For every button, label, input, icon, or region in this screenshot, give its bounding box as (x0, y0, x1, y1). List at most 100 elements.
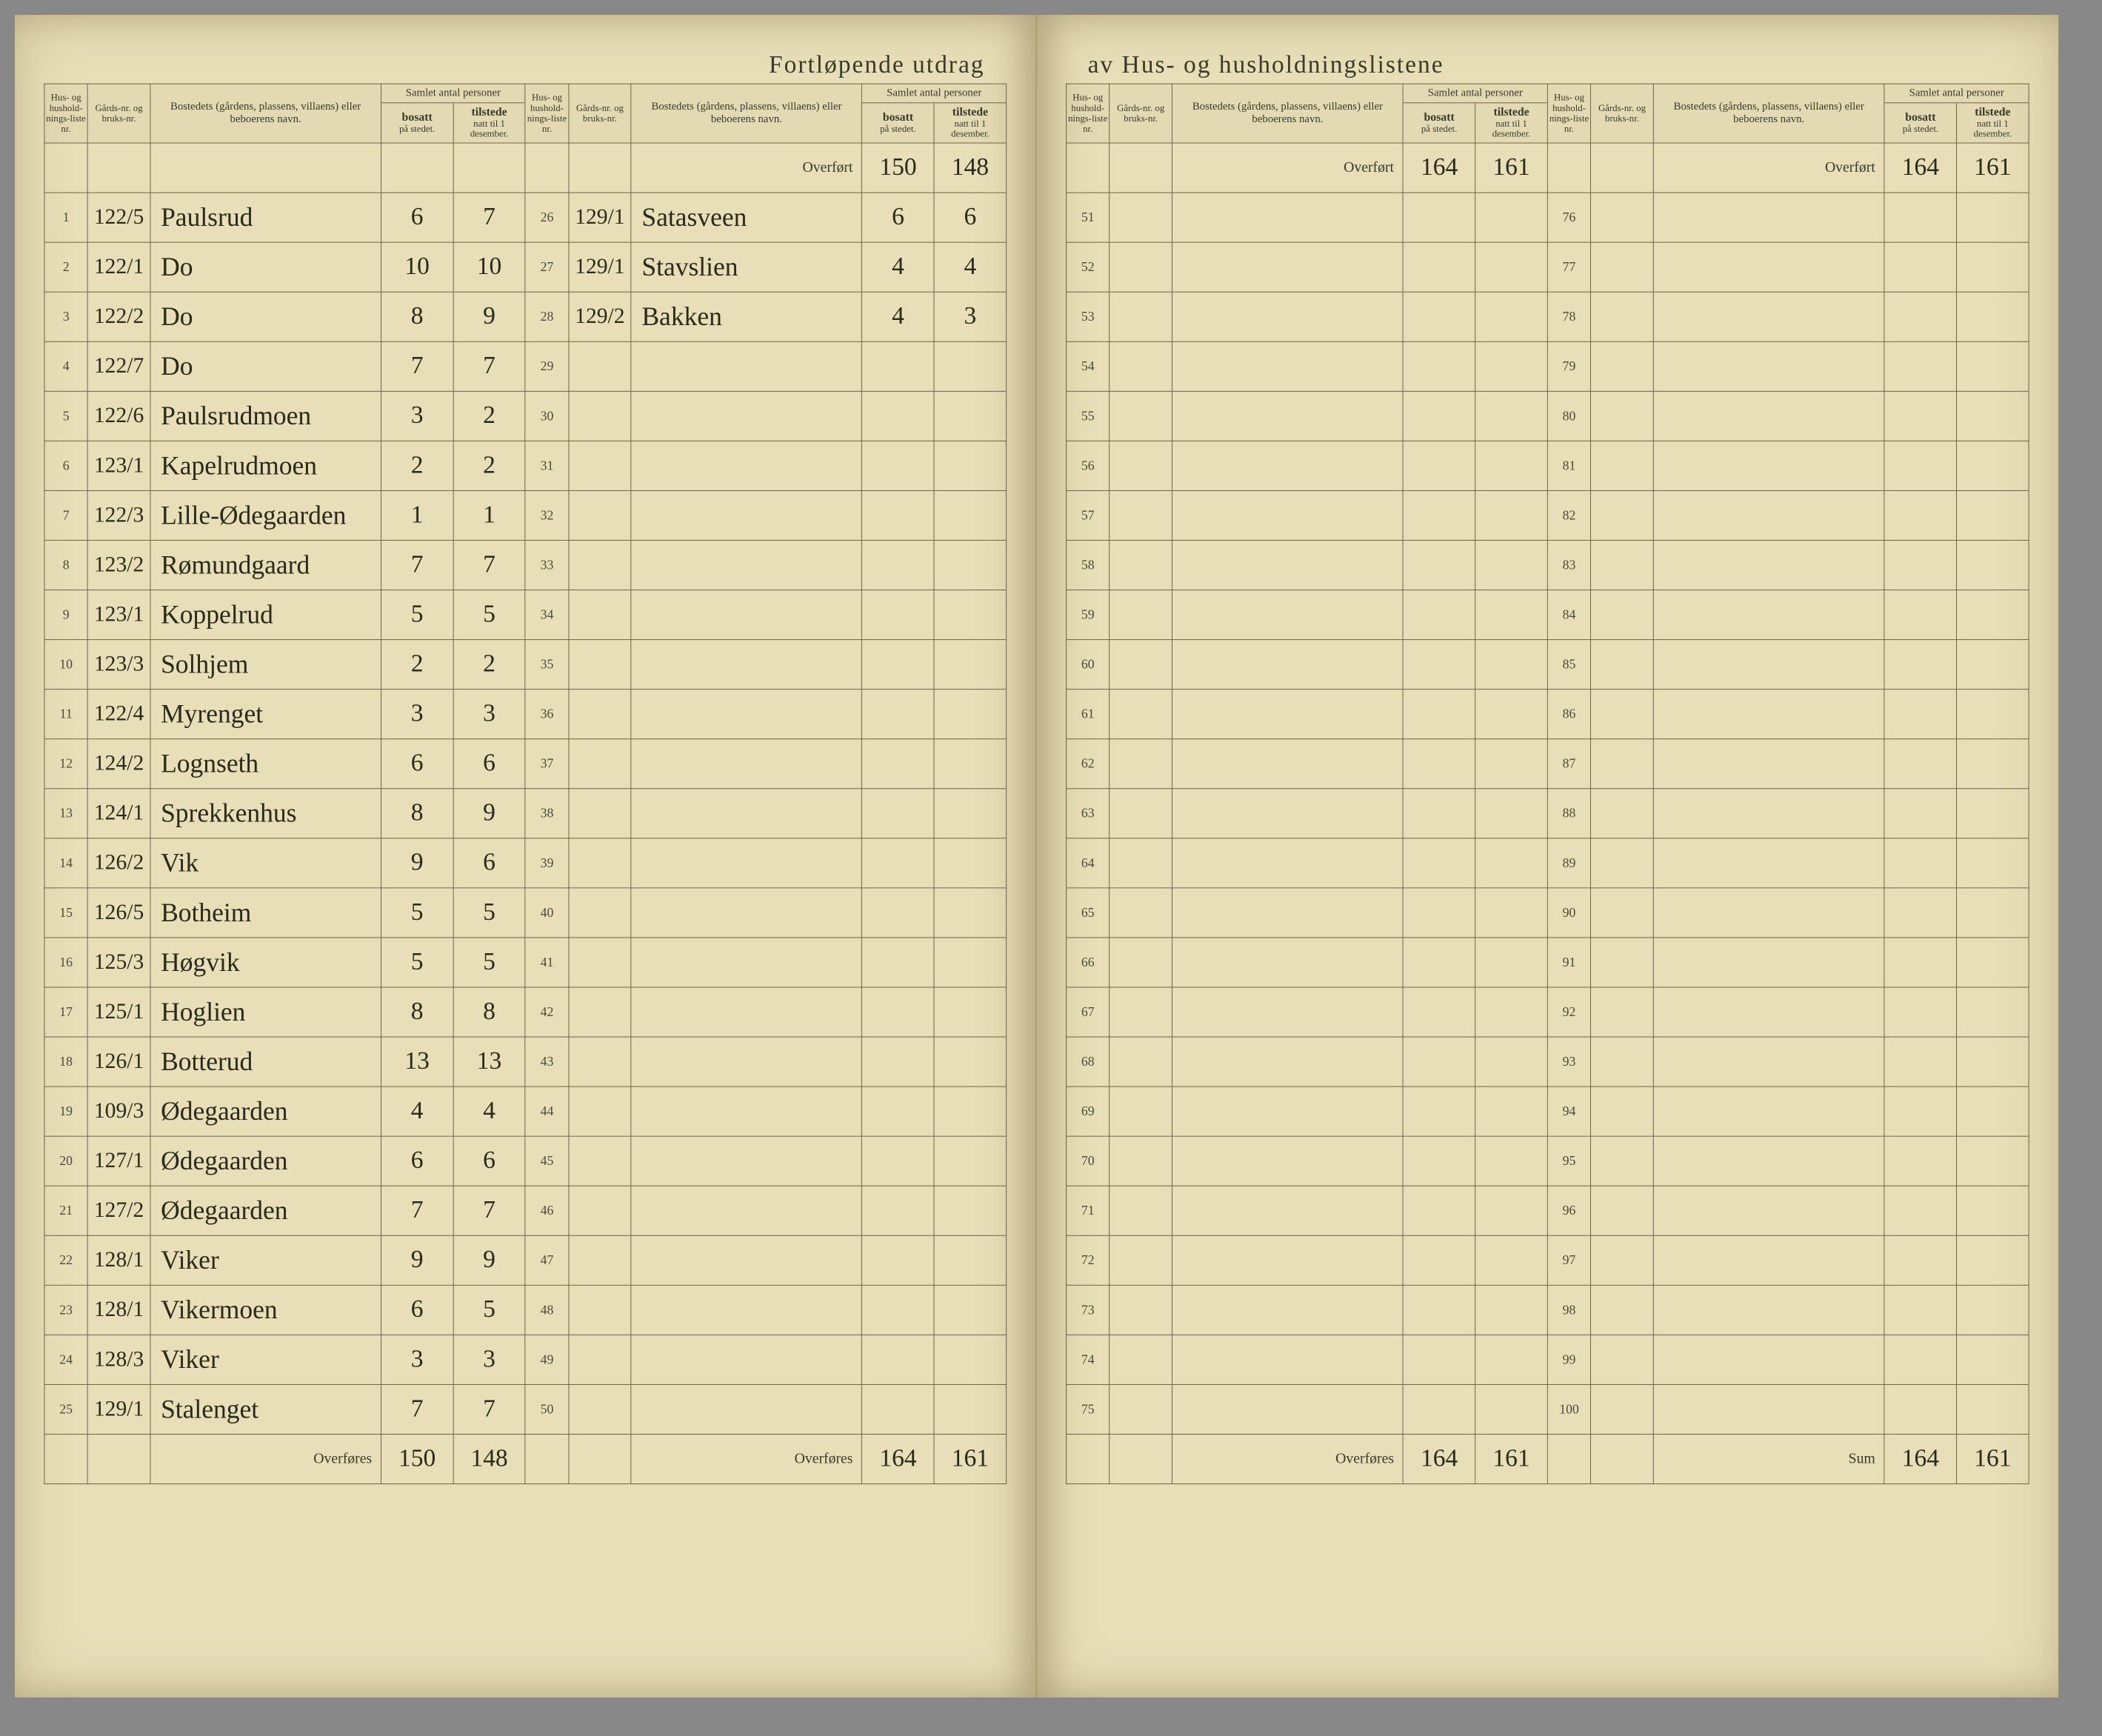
overfort-tilstede-d: 161 (1957, 143, 2029, 193)
bosted-name (1172, 987, 1403, 1037)
bosatt-val (862, 1037, 934, 1086)
bosted-name (1653, 490, 1884, 540)
tilstede-val (1957, 590, 2029, 639)
page-title-left: Fortløpende utdrag (44, 51, 1007, 79)
row-nr: 2 (44, 242, 87, 292)
gard-nr (1110, 888, 1172, 938)
tilstede-val (1475, 590, 1547, 639)
bosatt-val: 13 (381, 1037, 453, 1086)
bosatt-val (1403, 838, 1475, 888)
row-nr: 53 (1066, 292, 1109, 341)
tilstede-val (934, 391, 1006, 441)
bosatt-val (1403, 242, 1475, 292)
tilstede-val: 5 (453, 590, 525, 639)
table-row: 61 86 (1066, 689, 2029, 738)
row-nr: 27 (525, 242, 568, 292)
table-row: 14 126/2 Vik 9 6 39 (44, 838, 1007, 888)
gard-nr (569, 888, 631, 938)
bosatt-val (862, 1384, 934, 1434)
gard-nr: 126/5 (87, 888, 150, 938)
bosatt-val (862, 590, 934, 639)
bosted-name: Viker (150, 1235, 381, 1285)
table-row: 9 123/1 Koppelrud 5 5 34 (44, 590, 1007, 639)
gard-nr (569, 590, 631, 639)
table-row: 11 122/4 Myrenget 3 3 36 (44, 689, 1007, 738)
tilstede-val (1957, 242, 2029, 292)
gard-nr (1591, 590, 1653, 639)
gard-nr (1591, 1235, 1653, 1285)
gard-nr (1110, 838, 1172, 888)
gard-nr: 124/2 (87, 738, 150, 788)
bosted-name (1172, 590, 1403, 639)
bosted-name (1172, 888, 1403, 938)
bosted-name: Rømundgaard (150, 540, 381, 590)
tilstede-val (934, 1384, 1006, 1434)
tilstede-val (1475, 888, 1547, 938)
row-nr: 86 (1547, 689, 1590, 738)
bosatt-val: 7 (381, 540, 453, 590)
tilstede-val: 4 (453, 1086, 525, 1136)
bosatt-val (1884, 341, 1956, 391)
bosted-name (1172, 1285, 1403, 1335)
bosted-name (1653, 788, 1884, 838)
hdr-gard: Gårds-nr. og bruks-nr. (90, 103, 148, 124)
bosted-name (1172, 1037, 1403, 1086)
bosted-name: Myrenget (150, 689, 381, 738)
gard-nr (569, 391, 631, 441)
bosted-name: Hoglien (150, 987, 381, 1037)
tilstede-val: 7 (453, 341, 525, 391)
gard-nr (1110, 441, 1172, 490)
row-nr: 72 (1066, 1235, 1109, 1285)
tilstede-val (1957, 441, 2029, 490)
bosted-name (1172, 1335, 1403, 1384)
bosted-name (1653, 391, 1884, 441)
bosted-name (1172, 341, 1403, 391)
tilstede-val (1957, 1235, 2029, 1285)
bosted-name: Lognseth (150, 738, 381, 788)
bosted-name: Do (150, 292, 381, 341)
gard-nr: 126/2 (87, 838, 150, 888)
bosted-name: Stavslien (631, 242, 862, 292)
table-row: 16 125/3 Høgvik 5 5 41 (44, 938, 1007, 987)
gard-nr (1110, 590, 1172, 639)
bosatt-val: 2 (381, 639, 453, 689)
gard-nr (1591, 987, 1653, 1037)
tilstede-val (1957, 987, 2029, 1037)
gard-nr (569, 490, 631, 540)
tilstede-val (1475, 242, 1547, 292)
bosatt-val (1403, 1235, 1475, 1285)
bosatt-val (1884, 1186, 1956, 1235)
bosatt-val (1403, 1285, 1475, 1335)
bosatt-val (862, 391, 934, 441)
row-nr: 65 (1066, 888, 1109, 938)
tilstede-val (1475, 1086, 1547, 1136)
overfort-bosatt-a (381, 143, 453, 193)
gard-nr: 123/2 (87, 540, 150, 590)
tilstede-val (934, 441, 1006, 490)
tilstede-val: 5 (453, 888, 525, 938)
bosatt-val (1884, 391, 1956, 441)
row-nr: 78 (1547, 292, 1590, 341)
bosted-name (1172, 490, 1403, 540)
bosatt-val (1884, 441, 1956, 490)
bosted-name (1653, 838, 1884, 888)
bosatt-val (1884, 1037, 1956, 1086)
tilstede-val (1957, 341, 2029, 391)
bosatt-val (1403, 639, 1475, 689)
row-nr: 4 (44, 341, 87, 391)
table-header: Hus- og hushold-nings-liste nr. Gårds-nr… (44, 84, 1007, 143)
gard-nr (569, 441, 631, 490)
bosted-name: Koppelrud (150, 590, 381, 639)
bosatt-val: 6 (381, 738, 453, 788)
tilstede-val: 8 (453, 987, 525, 1037)
gard-nr (1110, 193, 1172, 242)
ledger-table-right: Hus- og hushold-nings-liste nr. Gårds-nr… (1066, 84, 2029, 1484)
table-row: 18 126/1 Botterud 13 13 43 (44, 1037, 1007, 1086)
tilstede-val (1957, 490, 2029, 540)
bosatt-val (1403, 1136, 1475, 1186)
overfores-tilstede-b: 161 (934, 1434, 1006, 1483)
bosted-name (631, 1235, 862, 1285)
row-nr: 61 (1066, 689, 1109, 738)
table-row: 74 99 (1066, 1335, 2029, 1384)
bosatt-val: 3 (381, 391, 453, 441)
